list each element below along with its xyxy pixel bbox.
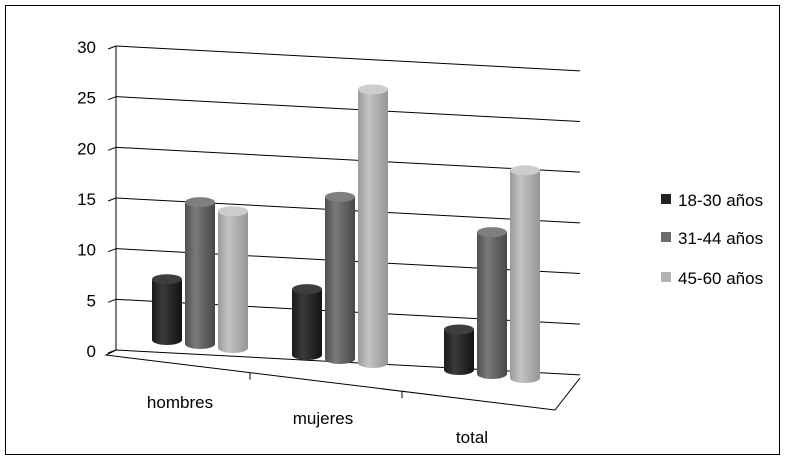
y-tick-label: 30	[77, 38, 96, 57]
gridline	[115, 96, 581, 122]
bar-top	[444, 324, 474, 335]
bar-body	[152, 279, 182, 345]
bar	[477, 227, 507, 379]
legend-swatch	[661, 272, 671, 282]
category-label: mujeres	[293, 409, 353, 428]
bar-top	[218, 206, 248, 217]
y-tick-label: 5	[87, 291, 96, 310]
y-tick-label: 0	[87, 342, 96, 361]
bar-body	[325, 196, 355, 364]
bars	[152, 84, 540, 383]
bar-top	[477, 227, 507, 238]
legend-swatch	[661, 194, 671, 204]
gridline	[115, 146, 581, 173]
bar	[218, 206, 248, 353]
y-tick-mark	[107, 197, 117, 202]
bar-top	[510, 165, 540, 176]
bar-top	[358, 84, 388, 95]
gridline	[115, 45, 581, 72]
chart-frame	[5, 5, 780, 455]
y-tick-mark	[107, 146, 117, 151]
bar	[325, 191, 355, 364]
category-labels: hombres mujeres total	[147, 393, 488, 447]
bar-top	[325, 191, 355, 202]
y-tick-label: 15	[77, 190, 96, 209]
legend: 18-30 años 31-44 años 45-60 años	[661, 191, 763, 288]
bar-body	[185, 202, 215, 349]
bar	[292, 284, 322, 360]
y-tick-mark	[107, 349, 117, 354]
bar	[185, 197, 215, 349]
y-tick-label: 25	[77, 89, 96, 108]
y-tick-label: 20	[77, 139, 96, 158]
bar-body	[444, 329, 474, 375]
legend-label: 18-30 años	[678, 191, 763, 210]
legend-label: 45-60 años	[678, 269, 763, 288]
bar-body	[358, 89, 388, 369]
bar	[444, 324, 474, 375]
legend-label: 31-44 años	[678, 229, 763, 248]
y-tick-mark	[107, 248, 117, 253]
bar	[510, 165, 540, 383]
y-tick-label: 10	[77, 241, 96, 260]
category-label: hombres	[147, 393, 213, 412]
legend-swatch	[661, 232, 671, 242]
bar-body	[218, 211, 248, 353]
y-tick-mark	[107, 298, 117, 303]
bar-top	[185, 197, 215, 208]
y-axis-ticks: 0 5 10 15 20 25 30	[77, 38, 117, 361]
category-label: total	[456, 428, 488, 447]
x-axis-floor	[104, 349, 581, 411]
bar-body	[510, 170, 540, 383]
bar-top	[152, 274, 182, 285]
bar-top	[292, 284, 322, 295]
bar	[152, 274, 182, 345]
y-tick-mark	[107, 96, 117, 101]
bar-body	[477, 232, 507, 379]
y-tick-mark	[107, 45, 117, 50]
bar	[358, 84, 388, 369]
bar-body	[292, 289, 322, 360]
